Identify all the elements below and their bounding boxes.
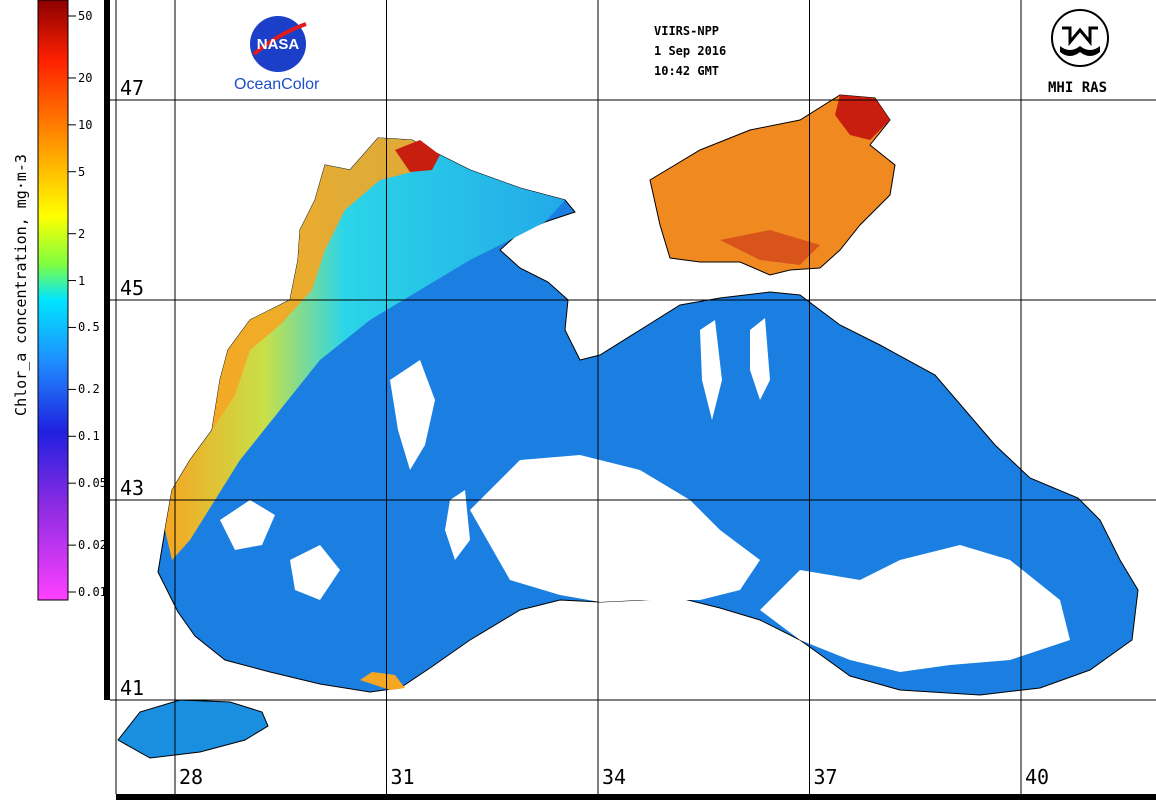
- longitude-label: 31: [390, 765, 415, 789]
- bosphorus-bloom: [360, 672, 405, 690]
- colorbar-tick-label: 1: [78, 273, 86, 288]
- northwest-shelf: [165, 138, 565, 560]
- colorbar-tick-label: 0.05: [78, 476, 107, 491]
- longitude-label: 37: [813, 765, 838, 789]
- latitude-label: 41: [120, 676, 145, 700]
- azov-bloom-south: [720, 230, 820, 265]
- mhi-emblem-icon: [1051, 9, 1109, 67]
- colorbar-tick-label: 0.5: [78, 320, 100, 335]
- colorbar-tick-label: 50: [78, 9, 93, 23]
- oceancolor-caption: OceanColor: [234, 76, 320, 93]
- acquisition-time: 10:42 GMT: [654, 64, 720, 78]
- latitude-label: 43: [120, 476, 145, 500]
- sea-of-azov: [649, 94, 896, 276]
- danube-delta-bloom: [395, 140, 440, 172]
- colorbar-tick-label: 2: [78, 226, 86, 241]
- longitude-label: 40: [1025, 765, 1050, 789]
- bottom-ruler: [116, 794, 1156, 800]
- azov-bloom-east: [835, 95, 890, 140]
- acquisition-date: 1 Sep 2016: [654, 44, 727, 58]
- nasa-meatball-icon: NASA: [250, 16, 307, 72]
- latitude-label: 45: [120, 276, 145, 300]
- cloud-gaps: [220, 318, 1070, 672]
- satellite-name: VIIRS-NPP: [654, 24, 720, 38]
- colorbar-gradient: [37, 0, 69, 601]
- nasa-logo-text: NASA: [257, 36, 300, 53]
- longitude-label: 28: [179, 765, 204, 789]
- colorbar-tick-label: 20: [78, 70, 93, 85]
- colorbar-tick-label: 5: [78, 164, 86, 179]
- colorbar-tick-label: 0.02: [78, 538, 107, 553]
- colorbar-tick-label: 10: [78, 117, 93, 132]
- longitude-label: 34: [602, 765, 627, 789]
- colorbar-title: Chlor_a concentration, mg·m-3: [12, 154, 30, 416]
- mhi-ras-logo: [1050, 8, 1110, 68]
- colorbar-tick-label: 0.01: [78, 585, 107, 599]
- colorbar-ticks: [68, 15, 76, 593]
- mhi-ras-caption: MHI RAS: [1048, 80, 1108, 96]
- latitude-label: 47: [120, 76, 145, 100]
- nasa-logo: NASA: [248, 14, 308, 74]
- colorbar-tick-label: 0.2: [78, 382, 100, 397]
- sea-of-marmara: [117, 699, 269, 759]
- left-ruler: [104, 0, 110, 700]
- graticule: [110, 0, 1156, 794]
- colorbar-tick-label: 0.1: [78, 429, 100, 444]
